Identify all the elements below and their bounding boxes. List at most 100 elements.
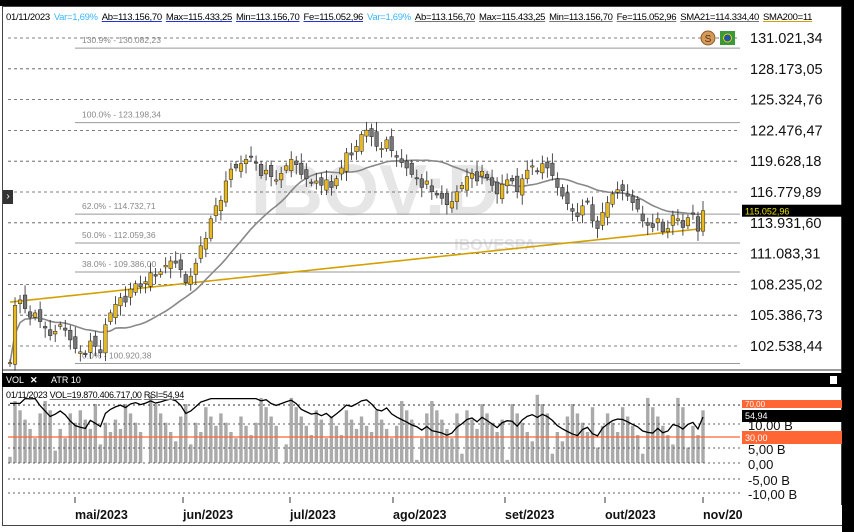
candle-up bbox=[238, 163, 244, 172]
volume-bar bbox=[168, 432, 173, 463]
volume-bar bbox=[254, 422, 258, 463]
header-date: 01/11/2023 bbox=[6, 12, 50, 23]
candle-down bbox=[98, 349, 103, 354]
candle-up bbox=[505, 179, 510, 187]
month-label: jul/2023 bbox=[289, 508, 336, 522]
rsi-current-label: 54,94 bbox=[745, 411, 768, 421]
candle-up bbox=[284, 165, 289, 171]
maximize-panel-icon[interactable] bbox=[830, 376, 837, 384]
candle-up bbox=[143, 281, 148, 284]
volume-bar bbox=[384, 428, 389, 463]
volume-bar bbox=[309, 435, 314, 463]
volume-bar bbox=[113, 419, 118, 463]
candle-down bbox=[23, 294, 28, 309]
volume-bar bbox=[505, 459, 509, 463]
volume-bar bbox=[88, 428, 93, 463]
candle-up bbox=[580, 205, 585, 216]
candle-down bbox=[625, 193, 630, 197]
candle-down bbox=[565, 192, 570, 204]
candle-up bbox=[354, 146, 359, 153]
candle-up bbox=[158, 271, 163, 275]
tab-vol[interactable]: VOL bbox=[6, 375, 25, 385]
candle-down bbox=[48, 329, 53, 336]
volume-bar bbox=[610, 422, 615, 463]
candle-up bbox=[17, 299, 23, 304]
volume-bar bbox=[460, 453, 464, 463]
candle-up bbox=[364, 129, 369, 137]
candle-down bbox=[304, 169, 309, 180]
volume-bar bbox=[184, 404, 188, 463]
candle-down bbox=[510, 178, 515, 182]
rsi-current-tag bbox=[742, 410, 842, 422]
volume-bar bbox=[480, 404, 484, 463]
volume-axis-label: -5,00 B bbox=[748, 473, 790, 488]
fibonacci-label: 38.0% - 109.386,00 bbox=[82, 259, 156, 269]
candle-up bbox=[314, 180, 319, 184]
candle-up bbox=[108, 312, 113, 322]
volume-bar bbox=[179, 416, 183, 463]
month-label: out/2023 bbox=[605, 508, 656, 522]
month-label: ago/2023 bbox=[393, 508, 447, 522]
candle-up bbox=[53, 331, 58, 335]
volume-bar bbox=[359, 416, 364, 463]
candle-up bbox=[469, 173, 475, 179]
candle-up bbox=[208, 218, 213, 239]
volume-bar bbox=[163, 422, 168, 463]
candle-up bbox=[148, 272, 153, 287]
candle-up bbox=[334, 178, 339, 187]
volume-bar bbox=[259, 397, 263, 463]
volume-bar bbox=[148, 394, 153, 463]
price-axis-label: 119.628,18 bbox=[750, 154, 822, 170]
candle-up bbox=[163, 265, 168, 268]
volume-bar bbox=[676, 397, 680, 463]
candle-down bbox=[394, 155, 399, 158]
volume-bar bbox=[214, 425, 218, 463]
volume-bar bbox=[138, 432, 143, 463]
volume-bar bbox=[319, 419, 324, 463]
sub-volume: VOL=19.870.406.717,00 bbox=[49, 390, 142, 400]
candle-up bbox=[540, 163, 545, 174]
price-axis-label: 108.235,02 bbox=[750, 277, 823, 293]
fibonacci-label: 100.0% - 123.198,34 bbox=[82, 110, 161, 120]
candle-down bbox=[515, 175, 520, 193]
volume-bar bbox=[234, 438, 238, 463]
volume-bar bbox=[158, 413, 163, 463]
candle-down bbox=[369, 128, 374, 137]
candle-down bbox=[173, 260, 178, 264]
volume-bar bbox=[264, 407, 268, 463]
volume-bar bbox=[540, 404, 545, 463]
volume-bar bbox=[455, 413, 459, 463]
last-price-tag bbox=[742, 204, 842, 217]
volume-bar bbox=[63, 438, 67, 463]
candle-down bbox=[269, 165, 274, 177]
tab-atr[interactable]: ATR 10 bbox=[51, 375, 81, 385]
candle-up bbox=[198, 245, 203, 259]
close-tab-icon[interactable]: ✕ bbox=[30, 375, 38, 385]
volume-bar bbox=[560, 441, 565, 463]
volume-bar bbox=[394, 425, 399, 463]
axis-mask bbox=[742, 505, 842, 525]
expand-panel-button[interactable]: › bbox=[3, 190, 13, 204]
indicator-header: 01/11/2023 VOL=19.870.406.717,00 RSI=54,… bbox=[6, 390, 184, 400]
volume-bar bbox=[274, 425, 278, 463]
volume-axis-label: 5,00 B bbox=[748, 442, 786, 457]
volume-bar bbox=[555, 432, 560, 463]
candle-up bbox=[384, 139, 389, 149]
candle-down bbox=[38, 309, 43, 322]
month-label: mai/2023 bbox=[75, 508, 128, 522]
candle-up bbox=[7, 362, 13, 365]
volume-bar bbox=[530, 441, 534, 463]
volume-bar bbox=[68, 413, 72, 463]
volume-bar bbox=[224, 422, 228, 463]
candle-up bbox=[670, 215, 675, 226]
volume-bar bbox=[329, 416, 334, 463]
month-label: set/2023 bbox=[505, 508, 554, 522]
volume-bar bbox=[620, 407, 625, 463]
volume-bar bbox=[23, 419, 27, 463]
sub-rsi: RSI=54,94 bbox=[143, 390, 184, 400]
candle-up bbox=[520, 178, 525, 196]
volume-bar bbox=[585, 432, 590, 463]
volume-bar bbox=[73, 422, 77, 463]
volume-bar bbox=[379, 419, 384, 463]
